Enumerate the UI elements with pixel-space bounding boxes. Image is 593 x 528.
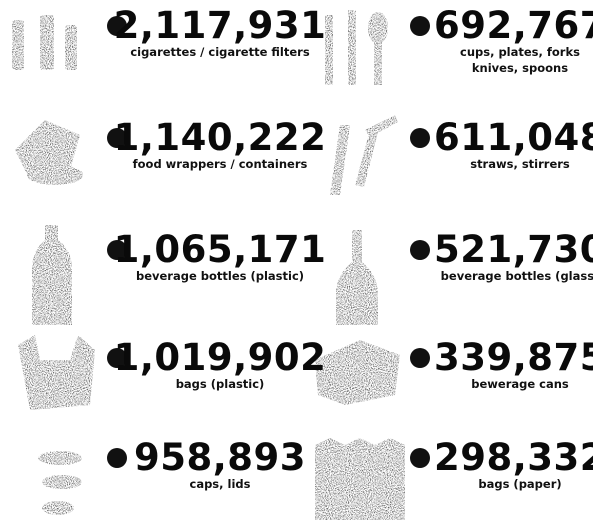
- icon: [315, 340, 400, 405]
- icon: [374, 40, 382, 85]
- count: 339,875: [434, 336, 593, 379]
- label: straws, stirrers: [470, 157, 570, 171]
- icon: [65, 25, 77, 70]
- label: cups, plates, forks: [460, 45, 580, 59]
- icon: [32, 225, 72, 325]
- icon: [315, 438, 405, 520]
- count: 521,730: [434, 228, 593, 271]
- label: beverage bottles (glass): [441, 269, 593, 283]
- bullet: [107, 448, 127, 468]
- icon: [42, 501, 74, 515]
- label: food wrappers / containers: [133, 157, 308, 171]
- count: 1,065,171: [114, 228, 327, 271]
- label: bags (plastic): [176, 377, 265, 391]
- icon: [27, 165, 83, 185]
- count: 298,332: [434, 436, 593, 479]
- label: beverage bottles (plastic): [136, 269, 304, 283]
- bullet: [410, 128, 430, 148]
- icon: [18, 335, 95, 410]
- count: 2,117,931: [114, 4, 327, 47]
- bullet: [410, 16, 430, 36]
- icon: [368, 12, 388, 44]
- infographic: 2,117,931cigarettes / cigarette filters 6…: [0, 0, 593, 524]
- count: 958,893: [134, 436, 306, 479]
- count: 692,767: [434, 4, 593, 47]
- bullet: [410, 240, 430, 260]
- label: bags (paper): [478, 477, 561, 491]
- label: bewerage cans: [471, 377, 569, 391]
- label: knives, spoons: [472, 61, 568, 75]
- count: 611,048: [434, 116, 593, 159]
- label: cigarettes / cigarette filters: [130, 45, 310, 59]
- bullet: [410, 348, 430, 368]
- count: 1,019,902: [114, 336, 327, 379]
- label: caps, lids: [190, 477, 251, 491]
- icon: [38, 451, 82, 465]
- icon: [12, 20, 24, 70]
- icon: [40, 15, 54, 70]
- icon: [330, 115, 398, 195]
- icon: [348, 10, 356, 85]
- bullet: [410, 448, 430, 468]
- icon: [336, 230, 378, 325]
- count: 1,140,222: [114, 116, 327, 159]
- icon: [42, 475, 82, 489]
